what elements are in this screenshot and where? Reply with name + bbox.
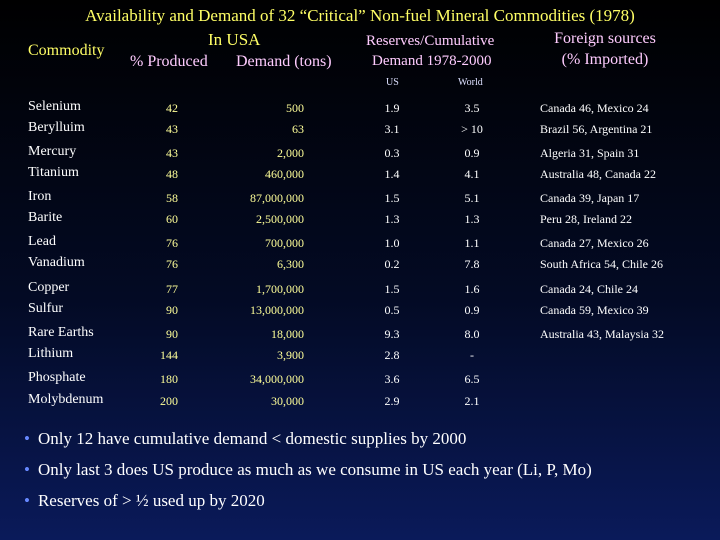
- cell-world: 0.9: [464, 146, 480, 160]
- cell-us: 1.4: [384, 167, 400, 181]
- cell-us: 1.3: [384, 212, 400, 226]
- header-in-usa: In USA: [208, 30, 261, 49]
- slide-title: Availability and Demand of 32 “Critical”…: [85, 6, 635, 25]
- cell-us: 2.8: [384, 348, 400, 362]
- bullet-list: • Only 12 have cumulative demand < domest…: [24, 428, 592, 521]
- cell-produced: 77: [166, 282, 178, 296]
- cell-name: Mercury: [28, 144, 77, 159]
- cell-produced: 60: [166, 212, 178, 226]
- cell-world: 8.0: [464, 327, 480, 341]
- cell-name: Barite: [28, 210, 63, 225]
- cell-name: Berylluim: [28, 120, 85, 135]
- cell-world: 2.1: [464, 394, 480, 408]
- cell-world: 3.5: [464, 101, 480, 115]
- cell-demand: 18,000: [271, 327, 304, 341]
- cell-name: Phosphate: [28, 370, 86, 385]
- cell-produced: 43: [166, 146, 178, 160]
- cell-name: Vanadium: [28, 255, 85, 270]
- cell-us: 1.0: [384, 236, 400, 250]
- cell-produced: 144: [160, 348, 178, 362]
- cell-demand: 34,000,000: [250, 372, 304, 386]
- header-demand-tons: Demand (tons): [236, 53, 332, 70]
- bullet-item: • Reserves of > ½ used up by 2020: [24, 491, 265, 510]
- header-us: US: [386, 77, 399, 88]
- cell-name: Rare Earths: [28, 325, 94, 340]
- cell-demand: 500: [286, 101, 304, 115]
- cell-sources: Canada 59, Mexico 39: [540, 303, 649, 317]
- cell-name: Sulfur: [28, 301, 63, 316]
- cell-sources: Canada 39, Japan 17: [540, 191, 640, 205]
- cell-produced: 48: [166, 167, 178, 181]
- cell-world: 5.1: [464, 191, 480, 205]
- cell-world: 1.3: [464, 212, 480, 226]
- cell-demand: 87,000,000: [250, 191, 304, 205]
- cell-demand: 30,000: [271, 394, 304, 408]
- cell-world: 1.1: [464, 236, 480, 250]
- cell-name: Iron: [28, 189, 52, 204]
- cell-produced: 90: [166, 327, 178, 341]
- cell-us: 3.1: [384, 122, 400, 136]
- cell-demand: 2,500,000: [256, 212, 304, 226]
- cell-produced: 58: [166, 191, 178, 205]
- cell-world: 7.8: [464, 257, 480, 271]
- bullet-dot-icon: •: [24, 429, 30, 448]
- cell-us: 0.2: [384, 257, 400, 271]
- cell-name: Lead: [28, 234, 56, 249]
- cell-name: Selenium: [28, 99, 81, 114]
- cell-name: Copper: [28, 280, 70, 295]
- bullet-dot-icon: •: [24, 460, 30, 479]
- cell-us: 2.9: [384, 394, 400, 408]
- header-world: World: [458, 77, 483, 88]
- cell-sources: Canada 27, Mexico 26: [540, 236, 649, 250]
- cell-sources: Algeria 31, Spain 31: [540, 146, 640, 160]
- bullet-item: • Only last 3 does US produce as much as …: [24, 460, 592, 479]
- cell-demand: 460,000: [265, 167, 304, 181]
- cell-us: 0.5: [384, 303, 400, 317]
- header-foreign-line2: (% Imported): [561, 51, 649, 68]
- cell-world: 1.6: [464, 282, 480, 296]
- cell-produced: 43: [166, 122, 178, 136]
- cell-world: > 10: [461, 122, 483, 136]
- cell-world: -: [470, 348, 474, 362]
- cell-demand: 700,000: [265, 236, 304, 250]
- cell-demand: 13,000,000: [250, 303, 304, 317]
- cell-us: 0.3: [384, 146, 400, 160]
- cell-produced: 200: [160, 394, 178, 408]
- cell-world: 4.1: [464, 167, 480, 181]
- cell-sources: Australia 48, Canada 22: [540, 167, 656, 181]
- cell-world: 0.9: [464, 303, 480, 317]
- cell-demand: 63: [292, 122, 304, 136]
- cell-demand: 3,900: [277, 348, 304, 362]
- bullet-dot-icon: •: [24, 491, 30, 510]
- cell-sources: Peru 28, Ireland 22: [540, 212, 632, 226]
- cell-name: Lithium: [28, 346, 74, 361]
- cell-us: 1.5: [384, 282, 400, 296]
- bullet-item: • Only 12 have cumulative demand < domest…: [24, 429, 467, 448]
- cell-sources: Canada 24, Chile 24: [540, 282, 638, 296]
- cell-us: 1.5: [384, 191, 400, 205]
- cell-world: 6.5: [464, 372, 480, 386]
- cell-name: Molybdenum: [28, 392, 104, 407]
- header-reserves-line2: Demand 1978-2000: [372, 53, 492, 69]
- cell-name: Titanium: [28, 165, 79, 180]
- header-foreign-line1: Foreign sources: [554, 30, 656, 47]
- cell-demand: 1,700,000: [256, 282, 304, 296]
- cell-demand: 2,000: [277, 146, 304, 160]
- cell-sources: Australia 43, Malaysia 32: [540, 327, 664, 341]
- cell-produced: 90: [166, 303, 178, 317]
- cell-produced: 180: [160, 372, 178, 386]
- cell-sources: Brazil 56, Argentina 21: [540, 122, 653, 136]
- cell-produced: 42: [166, 101, 178, 115]
- cell-us: 3.6: [384, 372, 400, 386]
- header-commodity: Commodity: [28, 42, 105, 59]
- header-reserves-line1: Reserves/Cumulative: [366, 33, 495, 49]
- cell-us: 9.3: [384, 327, 400, 341]
- cell-demand: 6,300: [277, 257, 304, 271]
- cell-produced: 76: [166, 257, 178, 271]
- cell-sources: South Africa 54, Chile 26: [540, 257, 663, 271]
- cell-sources: Canada 46, Mexico 24: [540, 101, 649, 115]
- cell-produced: 76: [166, 236, 178, 250]
- header-pct-produced: % Produced: [130, 53, 208, 70]
- cell-us: 1.9: [384, 101, 400, 115]
